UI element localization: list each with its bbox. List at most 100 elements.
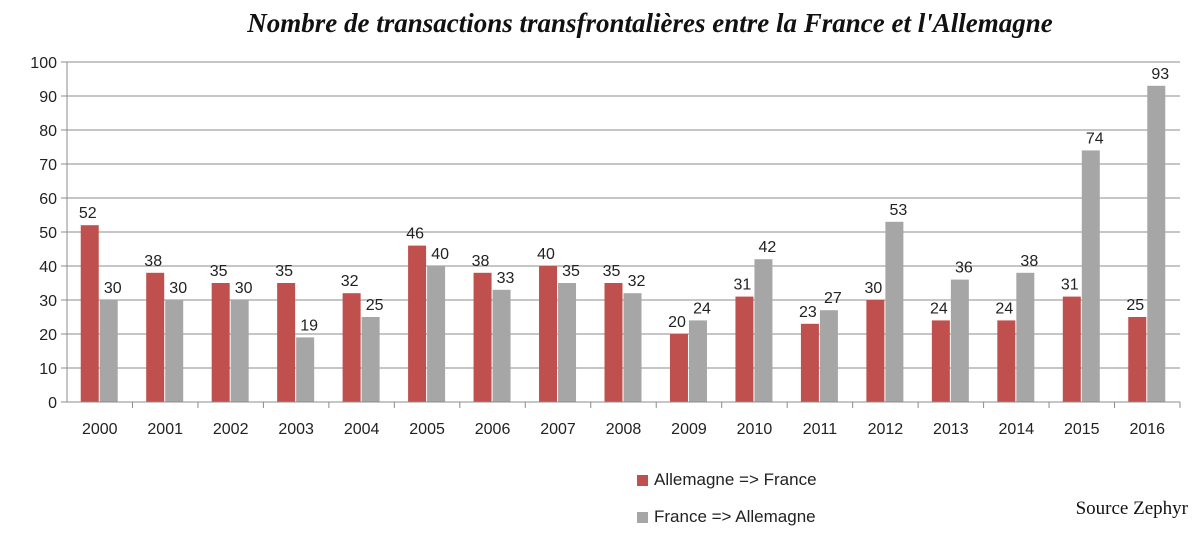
- bar: [735, 296, 754, 402]
- data-label: 20: [668, 314, 686, 331]
- y-tick-label: 90: [39, 89, 57, 106]
- y-tick-label: 20: [39, 327, 57, 344]
- legend-label: Allemagne => France: [654, 470, 817, 489]
- data-labels: 52 30 38 30 35 30 35 19 32 25 46 40 38 33 40 35 35 32 20 24…: [79, 66, 1169, 335]
- bar: [1081, 150, 1100, 402]
- bars: [80, 85, 1166, 403]
- y-tick-label: 100: [30, 55, 57, 72]
- y-tick-label: 30: [39, 293, 57, 310]
- data-label: 30: [104, 280, 122, 297]
- bar: [99, 300, 118, 402]
- bar: [885, 221, 904, 402]
- x-tick-label: 2002: [213, 421, 249, 438]
- bar: [754, 259, 773, 402]
- bar: [1062, 296, 1081, 402]
- bar: [473, 272, 492, 402]
- bar: [1016, 272, 1035, 402]
- legend-item-allemagne-france: Allemagne => France: [637, 470, 817, 490]
- bar: [669, 334, 688, 402]
- x-tick-label: 2006: [475, 421, 511, 438]
- x-tick-label: 2016: [1129, 421, 1165, 438]
- chart-title: Nombre de transactions transfrontalières…: [247, 8, 1053, 38]
- bar: [800, 323, 819, 402]
- bar: [950, 279, 969, 402]
- bar: [296, 337, 315, 402]
- data-label: 38: [472, 253, 490, 270]
- x-tick-label: 2010: [737, 421, 773, 438]
- x-tick-label: 2007: [540, 421, 576, 438]
- data-label: 35: [275, 263, 293, 280]
- source-note: Source Zephyr: [1075, 498, 1188, 519]
- bar: [427, 266, 446, 402]
- bar: [539, 266, 558, 402]
- data-label: 53: [889, 202, 907, 219]
- legend-label: France => Allemagne: [654, 507, 816, 526]
- data-label: 24: [693, 300, 711, 317]
- x-tick-label: 2013: [933, 421, 969, 438]
- data-label: 74: [1086, 130, 1104, 147]
- data-label: 36: [955, 260, 973, 277]
- data-label: 38: [1020, 253, 1038, 270]
- data-label: 31: [734, 277, 752, 294]
- data-label: 52: [79, 205, 97, 222]
- bar: [623, 293, 642, 402]
- data-label: 31: [1061, 277, 1079, 294]
- bar: [1147, 85, 1166, 403]
- data-label: 23: [799, 304, 817, 321]
- x-tick-label: 2003: [278, 421, 314, 438]
- bar: [604, 283, 623, 402]
- x-tick-label: 2005: [409, 421, 445, 438]
- x-tick-label: 2004: [344, 421, 380, 438]
- data-label: 35: [562, 263, 580, 280]
- bar: [1128, 317, 1147, 402]
- bar: [688, 320, 707, 402]
- x-tick-label: 2014: [999, 421, 1035, 438]
- x-tick-label: 2009: [671, 421, 707, 438]
- y-tick-label: 50: [39, 225, 57, 242]
- data-label: 24: [930, 300, 948, 317]
- data-label: 25: [366, 297, 384, 314]
- bar: [408, 245, 427, 402]
- x-tick-label: 2000: [82, 421, 118, 438]
- data-label: 40: [537, 246, 555, 263]
- x-tick-label: 2011: [803, 421, 838, 438]
- data-label: 93: [1151, 66, 1169, 83]
- y-tick-label: 60: [39, 191, 57, 208]
- bar: [342, 293, 361, 402]
- data-label: 30: [864, 280, 882, 297]
- data-label: 25: [1126, 297, 1144, 314]
- x-tick-label: 2015: [1064, 421, 1100, 438]
- data-label: 42: [759, 239, 777, 256]
- axes: 0 10 20 30 40 50 60 70 80 90 100 2000 2001 2002 2003 20…: [30, 55, 1181, 438]
- bar: [211, 283, 230, 402]
- data-label: 38: [144, 253, 162, 270]
- y-tick-label: 40: [39, 259, 57, 276]
- data-label: 24: [995, 300, 1013, 317]
- bar: [819, 310, 838, 402]
- y-tick-label: 10: [39, 361, 57, 378]
- data-label: 30: [169, 280, 187, 297]
- data-label: 33: [497, 270, 515, 287]
- data-label: 35: [603, 263, 621, 280]
- bar: [866, 300, 885, 402]
- legend-swatch-gray: [637, 511, 648, 523]
- data-label: 35: [210, 263, 228, 280]
- y-tick-label: 0: [48, 395, 57, 412]
- bar: [80, 225, 99, 402]
- x-tick-label: 2012: [868, 421, 904, 438]
- bar: [277, 283, 296, 402]
- data-label: 32: [628, 273, 646, 290]
- legend-item-france-allemagne: France => Allemagne: [637, 507, 816, 527]
- data-label: 40: [431, 246, 449, 263]
- bar: [997, 320, 1016, 402]
- data-label: 19: [300, 317, 318, 334]
- y-tick-label: 80: [39, 123, 57, 140]
- bar: [230, 300, 249, 402]
- y-tick-label: 70: [39, 157, 57, 174]
- bar: [361, 317, 380, 402]
- x-tick-label: 2008: [606, 421, 642, 438]
- bar: [558, 283, 577, 402]
- data-label: 27: [824, 290, 842, 307]
- data-label: 46: [406, 226, 424, 243]
